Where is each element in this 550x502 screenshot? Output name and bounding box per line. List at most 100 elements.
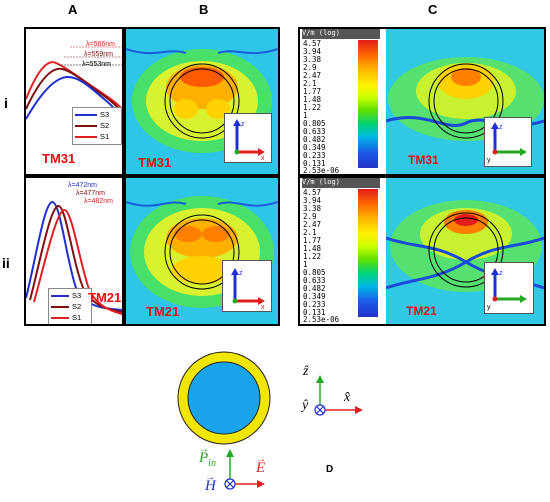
field-map-b-tm31: z x TM31 xyxy=(124,27,280,176)
colorscale-value: 2.47 xyxy=(303,220,322,229)
label-e-field: → E xyxy=(256,454,266,476)
colorscale-bar-tm31 xyxy=(358,40,378,168)
colorscale-value: 0.805 xyxy=(303,268,326,277)
colorscale-value: 2.9 xyxy=(303,212,317,221)
label-h: H xyxy=(205,478,216,494)
colorscale-value: 2.9 xyxy=(303,63,317,72)
colorscale-value: 0.482 xyxy=(303,135,326,144)
axis-label-z-c-tm21: z xyxy=(499,270,503,277)
peak-label-472: λ=472nm xyxy=(68,182,97,189)
label-p-in: → Pin xyxy=(199,444,216,469)
colorscale-value: 1 xyxy=(303,260,308,269)
colorscale-value: 1.22 xyxy=(303,103,322,112)
coordinate-axes xyxy=(314,375,363,416)
axes-inset-c-tm31: z y xyxy=(484,117,532,167)
colorscale-value: 2.53e-06 xyxy=(303,315,340,324)
peak-label-482: λ=482nm xyxy=(84,198,113,205)
peak-label-559: λ=559nm xyxy=(84,51,113,58)
core-shell-sphere xyxy=(177,351,271,445)
colorscale-value: 0.131 xyxy=(303,159,326,168)
peak-label-553: λ=553nm xyxy=(82,61,111,68)
colorscale-value: 3.38 xyxy=(303,204,322,213)
colorscale-value: 0.633 xyxy=(303,127,326,136)
axes-triad-c-tm31: z y xyxy=(487,122,527,164)
colorscale-value: 2.47 xyxy=(303,71,322,80)
peak-label-566: λ=566nm xyxy=(86,41,115,48)
column-letter-a: A xyxy=(68,2,78,17)
colorscale-value: 1.48 xyxy=(303,95,322,104)
spectrum-legend-tm31: S3 S2 S1 xyxy=(72,107,122,145)
axis-label-x-hat: x̂ xyxy=(344,390,351,405)
mode-label-b-tm21: TM21 xyxy=(146,304,180,319)
mode-label-a-tm21: TM21 xyxy=(88,290,122,305)
row-letter-ii: ii xyxy=(2,255,10,271)
label-p-subscript: in xyxy=(208,458,216,469)
colorscale-value: 1.48 xyxy=(303,244,322,253)
axes-triad-b-tm21: z x xyxy=(231,268,265,311)
label-h-field: → H xyxy=(205,472,216,494)
axes-triad-b-tm31: z x xyxy=(233,119,265,162)
spectrum-legend-tm21: S3 S2 S1 xyxy=(48,288,92,324)
colorscale-value: 0.233 xyxy=(303,151,326,160)
column-letter-b: B xyxy=(199,2,209,17)
colorscale-value: 3.94 xyxy=(303,196,322,205)
field-map-image-c-tm31 xyxy=(386,29,544,174)
axis-label-x-b-tm31: x xyxy=(261,155,265,162)
colorscale-value: 1.77 xyxy=(303,236,322,245)
axis-label-z-c-tm31: z xyxy=(499,124,503,131)
axes-inset-b-tm21: z x xyxy=(222,260,272,312)
colorscale-value: 4.57 xyxy=(303,39,322,48)
axes-inset-c-tm21: z y xyxy=(484,262,534,314)
field-map-c-tm31: V/m (log) 4.57 3.94 3.38 2.9 2.47 2.1 1.… xyxy=(298,27,546,176)
axis-label-x-b-tm21: x xyxy=(261,304,265,311)
field-map-c-tm21: V/m (log) 4.57 3.94 3.38 2.9 2.47 2.1 1.… xyxy=(298,176,546,326)
colorscale-value: 1.22 xyxy=(303,252,322,261)
axis-label-z-b-tm31: z xyxy=(241,121,245,128)
legend-s3: S3 xyxy=(100,110,110,119)
mode-label-a-tm31: TM31 xyxy=(42,151,76,166)
colorscale-value: 1 xyxy=(303,111,308,120)
colorscale-value: 0.349 xyxy=(303,292,326,301)
axis-label-y-c-tm21: y xyxy=(487,304,491,311)
colorscale-value: 0.633 xyxy=(303,276,326,285)
mode-label-c-tm31: TM31 xyxy=(408,153,439,167)
colorscale-value: 1.77 xyxy=(303,87,322,96)
colorscale-value: 3.94 xyxy=(303,47,322,56)
incident-field-triad xyxy=(224,449,265,490)
axes-inset-b-tm31: z x xyxy=(224,113,272,163)
colorscale-title-tm31: V/m (log) xyxy=(302,29,380,39)
label-p: P xyxy=(199,450,209,466)
spectrum-curves-tm31 xyxy=(26,46,122,120)
legend-s2: S2 xyxy=(72,302,82,311)
spectrum-panel-tm21: λ=472nm λ=477nm λ=482nm S3 S2 S1 TM21 xyxy=(24,176,124,326)
row-letter-i: i xyxy=(4,95,8,111)
colorscale-value: 0.131 xyxy=(303,308,326,317)
label-e: E xyxy=(256,460,266,476)
colorscale-title-tm21: V/m (log) xyxy=(302,178,380,188)
column-letter-c: C xyxy=(428,2,438,17)
legend-s3: S3 xyxy=(72,291,82,300)
colorscale-value: 3.38 xyxy=(303,55,322,64)
colorscale-value: 0.349 xyxy=(303,143,326,152)
mode-label-b-tm31: TM31 xyxy=(138,155,172,170)
colorscale-value: 2.1 xyxy=(303,79,317,88)
colorscale-value: 2.53e-06 xyxy=(303,166,340,175)
axes-triad-c-tm21: z y xyxy=(487,268,527,311)
field-map-b-tm21: z x TM21 xyxy=(124,176,280,326)
colorscale-tm21: V/m (log) 4.57 3.94 3.38 2.9 2.47 2.1 1.… xyxy=(300,178,386,324)
legend-s2: S2 xyxy=(100,121,110,130)
panel-letter-d: D xyxy=(326,464,334,475)
colorscale-value: 0.233 xyxy=(303,300,326,309)
axis-label-z-b-tm21: z xyxy=(239,270,243,277)
colorscale-value: 0.805 xyxy=(303,119,326,128)
axis-label-y-hat: ŷ xyxy=(302,398,309,413)
peak-label-477: λ=477nm xyxy=(76,190,105,197)
colorscale-value: 0.482 xyxy=(303,284,326,293)
spectrum-panel-tm31: λ=566nm λ=559nm λ=553nm S3 S2 S1 TM31 xyxy=(24,27,124,176)
legend-s1: S1 xyxy=(72,313,82,322)
legend-s1: S1 xyxy=(100,132,110,141)
colorscale-tm31: V/m (log) 4.57 3.94 3.38 2.9 2.47 2.1 1.… xyxy=(300,29,386,174)
axis-label-z-hat: ẑ xyxy=(303,364,309,379)
colorscale-value: 4.57 xyxy=(303,188,322,197)
axis-label-y-c-tm31: y xyxy=(487,157,491,164)
